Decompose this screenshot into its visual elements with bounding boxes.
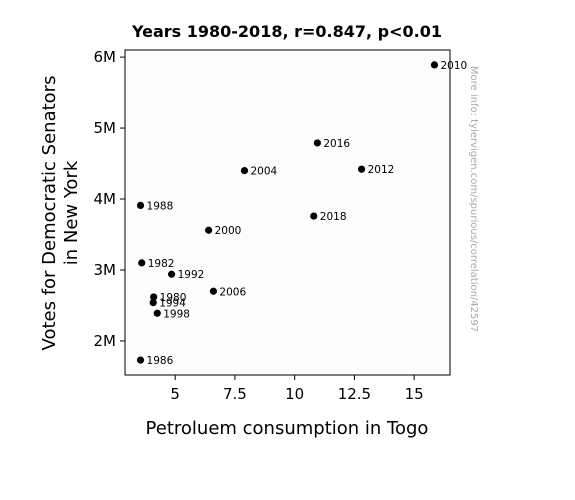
data-point-label: 2006: [219, 286, 246, 298]
y-axis-label: Votes for Democratic Senators in New Yor…: [39, 76, 82, 351]
plot-area: [124, 49, 451, 376]
data-point-label: 1998: [163, 308, 190, 320]
y-axis-label-line-1: Votes for Democratic Senators: [39, 76, 60, 351]
plot-frame: [124, 49, 451, 376]
data-point: [209, 287, 218, 295]
y-tick-label: 3M: [94, 261, 117, 279]
data-point-label: 2018: [320, 211, 347, 223]
data-point: [153, 309, 161, 317]
y-axis-label-line-2: in New York: [61, 160, 82, 265]
data-point-label: 1982: [148, 258, 175, 270]
data-point-label: 1994: [159, 298, 186, 310]
data-point-label: 2012: [368, 164, 395, 176]
data-point-label: 2016: [323, 138, 350, 150]
x-tick-label: 7.5: [223, 385, 247, 403]
x-tick-label: 5: [170, 385, 180, 403]
data-point-label: 2004: [250, 166, 277, 178]
x-axis-ticks: 5 7.5 10 12.5 15: [170, 375, 424, 403]
x-axis-label: Petroluem consumption in Togo: [146, 418, 429, 439]
data-point-label: 2000: [215, 225, 242, 237]
y-tick-label: 6M: [94, 48, 117, 66]
data-point: [138, 259, 146, 267]
data-point: [430, 61, 439, 69]
data-point: [149, 299, 157, 307]
data-point-label: 1986: [147, 355, 174, 367]
x-tick-label: 15: [405, 385, 424, 403]
data-point-label: 2010: [440, 60, 467, 72]
data-point: [205, 226, 213, 234]
y-tick-label: 5M: [94, 119, 117, 137]
data-point: [136, 201, 145, 210]
y-tick-label: 2M: [94, 332, 117, 350]
watermark-text: More info: tylervigen.com/spurious/corre…: [468, 66, 479, 332]
data-point-label: 1992: [178, 269, 205, 281]
data-point: [150, 293, 158, 301]
data-point-label: 1988: [147, 200, 174, 212]
chart-title: Years 1980-2018, r=0.847, p<0.01: [131, 22, 442, 41]
data-point: [357, 165, 366, 173]
data-point: [167, 270, 176, 278]
data-point: [310, 212, 318, 220]
data-point-label: 1980: [160, 292, 187, 304]
data-point: [240, 167, 249, 175]
x-tick-label: 10: [285, 385, 304, 403]
x-tick-label: 12.5: [338, 385, 371, 403]
y-axis-ticks: 2M 3M 4M 5M 6M: [94, 48, 125, 350]
data-point: [136, 356, 145, 364]
data-point: [313, 139, 321, 147]
y-tick-label: 4M: [94, 190, 117, 208]
